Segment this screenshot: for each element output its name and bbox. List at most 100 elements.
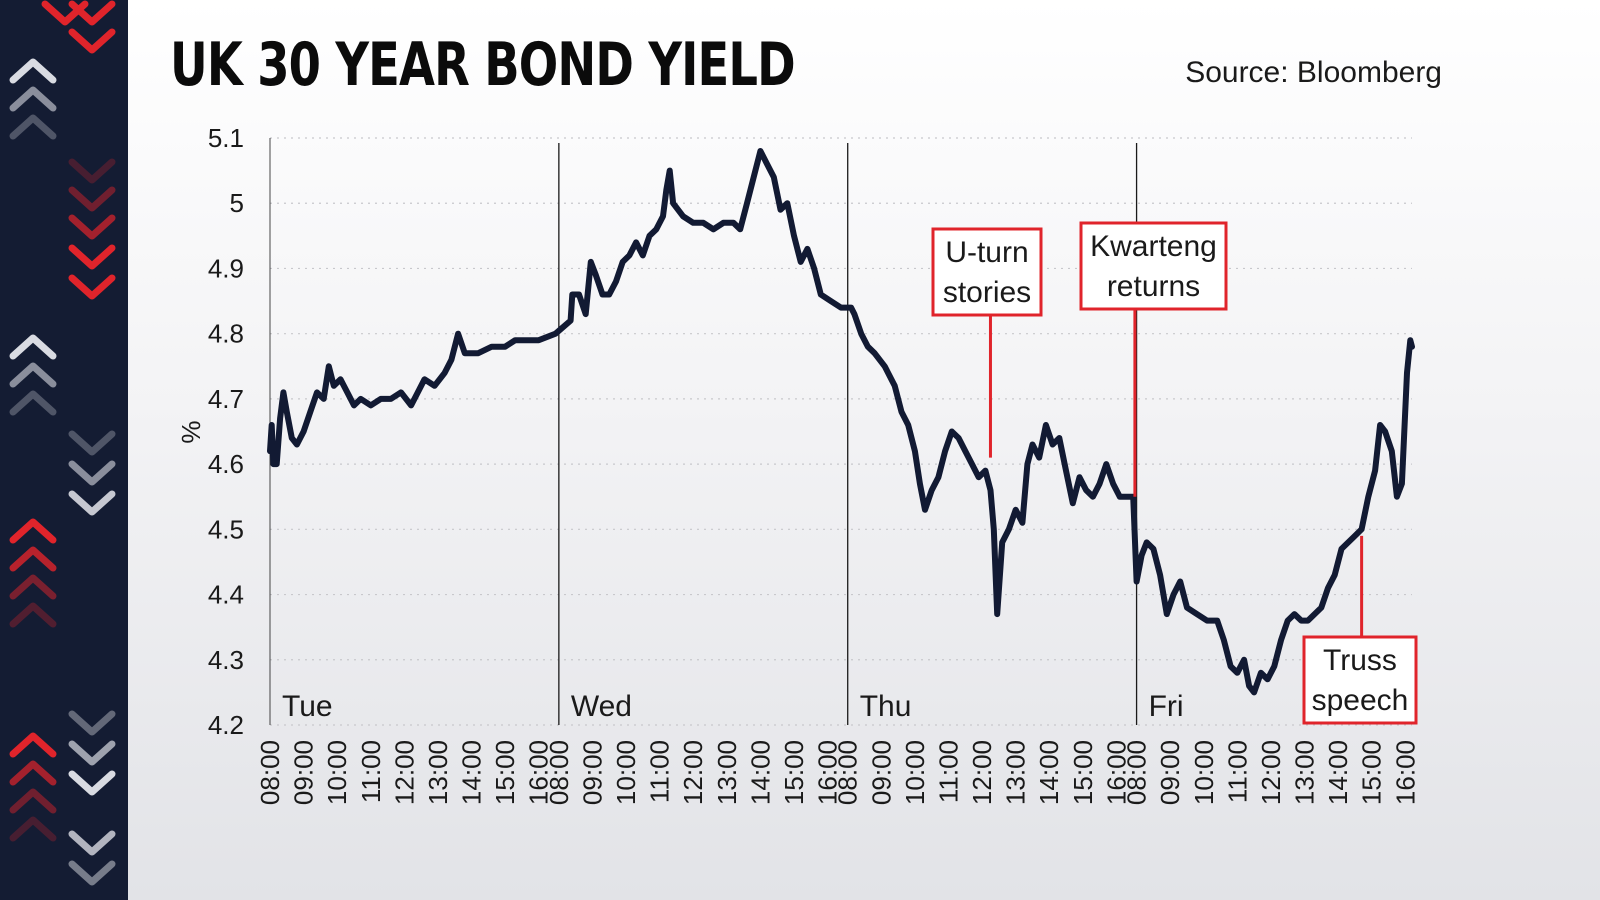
x-tick-label: 14:00 xyxy=(457,740,487,805)
x-tick-label: 12:00 xyxy=(1256,740,1286,805)
chevron-down-icon xyxy=(68,830,116,856)
x-axis: 08:00 09:00 10:00 11:00 12:00 13:00 14:00 15:00… xyxy=(255,740,1420,805)
x-tick-label: 10:00 xyxy=(900,740,930,805)
annotation-label: returns xyxy=(1107,270,1200,303)
y-tick-label: 4.9 xyxy=(208,253,244,283)
chevron-up-icon xyxy=(9,760,57,786)
annotation-label: speech xyxy=(1312,684,1409,717)
y-tick-label: 4.6 xyxy=(208,449,244,479)
x-tick-label: 16:00 xyxy=(1390,740,1420,805)
chevron-up-icon xyxy=(9,86,57,112)
y-tick-label: 5 xyxy=(230,188,244,218)
x-tick-label: 08:00 xyxy=(544,740,574,805)
series-line xyxy=(267,148,1415,696)
y-tick-label: 4.2 xyxy=(208,710,244,740)
annotations: U-turn stories Kwarteng returns Truss speech xyxy=(931,221,1418,725)
chevron-up-icon xyxy=(9,546,57,572)
chevron-down-icon xyxy=(68,214,116,240)
day-label: Wed xyxy=(571,690,632,723)
day-label: Fri xyxy=(1149,690,1184,723)
x-tick-label: 13:00 xyxy=(423,740,453,805)
day-label: Tue xyxy=(282,690,333,723)
y-tick-label: 4.3 xyxy=(208,645,244,675)
chevron-up-icon xyxy=(9,602,57,628)
chevron-up-icon xyxy=(9,390,57,416)
annotation-label: Truss xyxy=(1323,644,1397,677)
x-tick-label: 10:00 xyxy=(1189,740,1219,805)
x-tick-label: 09:00 xyxy=(866,740,896,805)
chevron-down-icon xyxy=(68,274,116,300)
chevron-up-icon xyxy=(9,518,57,544)
y-axis-label: % xyxy=(176,420,206,443)
x-tick-label: 10:00 xyxy=(611,740,641,805)
grid-lines xyxy=(270,137,1412,726)
x-tick-label: 16:00 xyxy=(524,740,554,805)
x-tick-label: 08:00 xyxy=(833,740,863,805)
x-tick-label: 16:00 xyxy=(813,740,843,805)
chevron-down-icon xyxy=(68,244,116,270)
chevron-up-icon xyxy=(9,732,57,758)
x-tick-label: 09:00 xyxy=(289,740,319,805)
x-tick-label: 11:00 xyxy=(645,740,675,803)
x-tick-label: 11:00 xyxy=(933,740,963,803)
chevron-down-icon xyxy=(68,860,116,886)
x-tick-label: 13:00 xyxy=(712,740,742,805)
y-tick-label: 4.4 xyxy=(208,580,244,610)
x-tick-label: 12:00 xyxy=(389,740,419,805)
day-label: Thu xyxy=(860,690,912,723)
y-axis: 5.1 5 4.9 4.8 4.7 4.6 4.5 4.4 4.3 4.2 xyxy=(208,123,244,740)
y-tick-label: 4.7 xyxy=(208,384,244,414)
source-label: Source: Bloomberg xyxy=(1185,56,1442,89)
annotation-box xyxy=(931,227,1043,317)
x-tick-label: 12:00 xyxy=(678,740,708,805)
chevron-down-icon xyxy=(68,0,116,26)
chevron-up-icon xyxy=(9,334,57,360)
chevron-up-icon xyxy=(9,788,57,814)
annotation-box xyxy=(1302,635,1418,725)
x-tick-label: 14:00 xyxy=(1323,740,1353,805)
x-tick-label: 08:00 xyxy=(255,740,285,805)
chevron-up-icon xyxy=(9,58,57,84)
x-tick-label: 15:00 xyxy=(779,740,809,805)
chart-title: UK 30 YEAR BOND YIELD xyxy=(170,30,796,100)
chevron-down-icon xyxy=(68,430,116,456)
x-tick-label: 15:00 xyxy=(490,740,520,805)
chevron-up-icon xyxy=(9,114,57,140)
x-tick-label: 12:00 xyxy=(967,740,997,805)
day-separators: Tue Wed Thu Fri xyxy=(269,138,1184,725)
chevron-up-icon xyxy=(9,816,57,842)
series xyxy=(267,148,1415,696)
x-tick-label: 14:00 xyxy=(745,740,775,805)
x-tick-label: 14:00 xyxy=(1034,740,1064,805)
x-tick-label: 13:00 xyxy=(1001,740,1031,805)
x-tick-label: 08:00 xyxy=(1122,740,1152,805)
annotation-box xyxy=(1079,221,1228,311)
chevron-down-icon xyxy=(68,770,116,796)
chevron-down-icon xyxy=(68,740,116,766)
chevron-down-icon xyxy=(68,490,116,516)
x-tick-label: 11:00 xyxy=(1222,740,1252,803)
y-tick-label: 4.5 xyxy=(208,514,244,544)
chevron-up-icon xyxy=(9,362,57,388)
chevron-down-icon xyxy=(68,186,116,212)
x-tick-label: 11:00 xyxy=(356,740,386,803)
chevron-down-icon xyxy=(68,710,116,736)
x-tick-label: 15:00 xyxy=(1068,740,1098,805)
x-tick-label: 15:00 xyxy=(1357,740,1387,805)
x-tick-label: 13:00 xyxy=(1290,740,1320,805)
x-tick-label: 16:00 xyxy=(1101,740,1131,805)
chevron-pattern-icon xyxy=(9,0,116,886)
y-tick-label: 5.1 xyxy=(208,123,244,153)
chevron-up-icon xyxy=(9,574,57,600)
x-tick-label: 09:00 xyxy=(577,740,607,805)
x-tick-label: 10:00 xyxy=(322,740,352,805)
x-tick-label: 09:00 xyxy=(1155,740,1185,805)
chevron-down-icon xyxy=(68,28,116,54)
y-tick-label: 4.8 xyxy=(208,319,244,349)
annotation-label: U-turn xyxy=(945,236,1028,269)
chevron-down-icon xyxy=(68,158,116,184)
annotation-label: stories xyxy=(943,276,1031,309)
decorative-sidebar xyxy=(0,0,128,900)
chevron-down-icon xyxy=(68,460,116,486)
